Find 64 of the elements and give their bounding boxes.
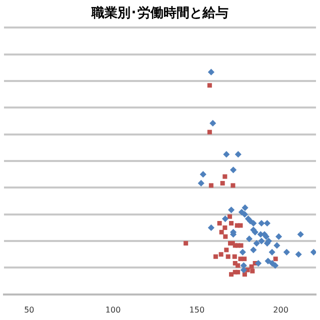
point: [218, 252, 224, 257]
point: [240, 266, 248, 274]
point: [208, 68, 214, 76]
point: [242, 204, 248, 211]
point: [234, 151, 242, 158]
point: [241, 211, 248, 218]
point: [297, 231, 304, 238]
point: [200, 171, 206, 178]
point: [236, 270, 240, 274]
point: [253, 240, 260, 247]
chart-title: 職業別･労働時間と給与: [90, 5, 228, 22]
point: [207, 83, 212, 88]
point: [258, 238, 265, 244]
point: [275, 233, 282, 240]
point: [222, 174, 228, 179]
point: [264, 258, 272, 264]
point: [273, 256, 278, 262]
point: [246, 236, 253, 242]
point: [207, 130, 212, 134]
x-tick-label: 150: [189, 305, 205, 314]
point: [236, 243, 240, 248]
point: [222, 225, 228, 230]
point: [236, 263, 240, 268]
point: [230, 183, 236, 188]
point: [283, 248, 290, 256]
x-tick-label: 100: [105, 305, 121, 314]
point: [272, 262, 279, 269]
point: [226, 254, 230, 259]
point: [208, 183, 214, 188]
point: [222, 216, 229, 222]
x-tick-label: 50: [24, 305, 34, 314]
point: [223, 234, 228, 239]
point: [224, 248, 229, 252]
point: [242, 272, 247, 277]
point: [184, 241, 188, 246]
point: [264, 220, 270, 227]
point: [250, 220, 257, 227]
point: [295, 251, 302, 258]
point: [208, 224, 214, 231]
point: [229, 272, 234, 277]
point: [213, 254, 218, 259]
point: [220, 180, 225, 186]
point: [223, 151, 230, 158]
point: [198, 180, 204, 187]
point: [228, 214, 232, 219]
x-tick-label: 200: [273, 305, 288, 314]
point: [258, 220, 265, 227]
point: [254, 260, 262, 267]
point: [274, 242, 280, 249]
point: [228, 206, 235, 214]
point: [242, 256, 247, 262]
point: [210, 120, 216, 127]
point: [239, 248, 246, 256]
point: [249, 264, 254, 269]
point: [250, 246, 257, 254]
point: [268, 248, 276, 256]
point: [219, 230, 224, 234]
point: [250, 268, 255, 274]
point: [238, 223, 243, 228]
point: [217, 220, 222, 226]
point: [232, 254, 237, 259]
point: [229, 220, 234, 226]
point: [230, 166, 237, 174]
point: [310, 248, 316, 256]
